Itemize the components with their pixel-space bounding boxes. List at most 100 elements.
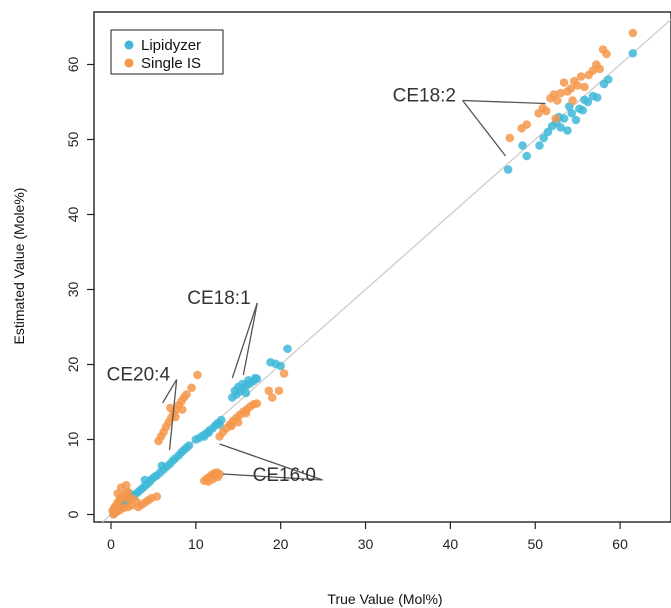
point-lipidyzer-62 [241,388,251,398]
point-single-is-42 [177,405,187,414]
axis-ticks: 0 10 20 30 40 50 60 0 10 20 30 40 50 60 [65,57,628,552]
annotation-label-ce18-1: CE18:1 [187,288,250,309]
x-tick-label-30: 30 [358,536,374,552]
point-single-is-17 [121,480,131,490]
x-tick-label-50: 50 [527,536,543,552]
point-single-is-54 [213,472,223,482]
point-lipidyzer-36 [157,461,167,471]
y-axis-title: Estimated Value (Mole%) [11,188,27,345]
point-single-is-73 [279,369,289,378]
y-tick-label-40: 40 [65,207,81,223]
point-lipidyzer-59 [244,375,253,385]
annotation-leader-ce20-4-0 [162,379,178,404]
y-tick-label-0: 0 [65,510,81,518]
annotation-label-ce18-2: CE18:2 [393,86,456,107]
point-single-is-39 [182,390,191,399]
annotation-leader-ce16-0-0 [219,443,323,481]
x-tick-label-40: 40 [443,536,459,552]
point-single-is-26 [113,489,123,498]
annotation-leader-ce20-4-1 [168,379,178,451]
annotations: CE18:2 CE18:1 CE20:4 CE16:0 [107,86,546,486]
point-lipidyzer-68 [518,141,527,150]
series-single-is [108,28,638,519]
point-single-is-84 [559,78,569,87]
point-single-is-43 [187,383,196,393]
point-single-is-99 [568,96,577,105]
point-lipidyzer-70 [535,141,544,150]
point-single-is-70 [264,386,274,396]
annotation-ce20-4: CE20:4 [107,365,178,451]
point-single-is-79 [541,106,551,116]
y-tick-label-10: 10 [65,432,81,448]
point-lipidyzer-67 [503,165,513,174]
point-single-is-74 [505,133,515,143]
point-single-is-98 [551,114,560,123]
point-single-is-67 [227,421,236,431]
x-tick-label-20: 20 [273,536,289,552]
point-single-is-89 [576,72,586,81]
legend-marker-single-is [124,58,134,68]
point-lipidyzer-72 [543,127,553,137]
plot-frame [93,11,671,523]
point-single-is-88 [573,81,582,90]
annotation-label-ce16-0: CE16:0 [253,465,316,486]
point-lipidyzer-71 [539,133,549,143]
legend: Lipidyzer Single IS [110,29,224,75]
point-lipidyzer-89 [580,95,589,105]
point-lipidyzer-75 [556,123,565,132]
point-lipidyzer-61 [230,386,240,396]
point-single-is-9 [123,487,133,497]
point-single-is-71 [267,393,277,402]
annotation-leader-ce18-1-0 [231,302,258,379]
y-tick-label-20: 20 [65,357,81,373]
point-single-is-76 [522,120,532,129]
y-tick-label-50: 50 [65,132,81,148]
point-lipidyzer-81 [578,105,588,115]
legend-label-single-is: Single IS [141,55,201,72]
annotation-label-ce20-4: CE20:4 [107,365,171,386]
point-single-is-40 [166,403,175,413]
point-single-is-94 [595,64,605,74]
point-lipidyzer-77 [563,126,572,135]
x-tick-label-60: 60 [612,536,628,552]
legend-box [110,29,224,75]
point-single-is-83 [556,88,565,98]
point-single-is-69 [241,408,251,418]
point-lipidyzer-30 [184,441,194,450]
point-single-is-72 [274,386,284,396]
point-single-is-97 [628,28,638,38]
point-single-is-96 [602,49,611,59]
point-lipidyzer-60 [250,373,260,383]
point-lipidyzer-86 [603,75,613,84]
point-single-is-66 [252,399,262,408]
x-axis-title: True Value (Mol%) [327,591,442,607]
point-lipidyzer-35 [140,475,150,485]
point-single-is-68 [233,417,243,427]
point-lipidyzer-79 [571,115,581,125]
point-single-is-44 [193,370,202,380]
legend-marker-lipidyzer [124,40,134,50]
point-single-is-90 [580,82,589,92]
annotation-leader-ce18-2-0 [462,99,546,105]
point-single-is-25 [152,492,162,501]
series-lipidyzer [109,48,638,518]
annotation-leader-ce16-0-1 [222,473,323,481]
annotation-ce16-0: CE16:0 [219,443,323,486]
annotation-ce18-1: CE18:1 [187,288,258,379]
point-lipidyzer-47 [204,428,213,438]
point-lipidyzer-84 [592,93,602,102]
point-single-is-27 [125,495,134,504]
legend-label-lipidyzer: Lipidyzer [141,37,201,54]
annotation-leader-ce18-1-1 [242,302,258,376]
data-points [108,28,638,519]
x-tick-label-10: 10 [188,536,204,552]
annotation-ce18-2: CE18:2 [393,86,546,157]
annotation-leader-ce18-2-1 [462,100,507,157]
y-tick-label-60: 60 [65,57,81,73]
point-lipidyzer-65 [276,361,285,371]
point-single-is-82 [552,96,562,105]
x-tick-label-0: 0 [107,536,115,552]
point-lipidyzer-87 [628,48,638,58]
point-lipidyzer-48 [215,420,224,429]
